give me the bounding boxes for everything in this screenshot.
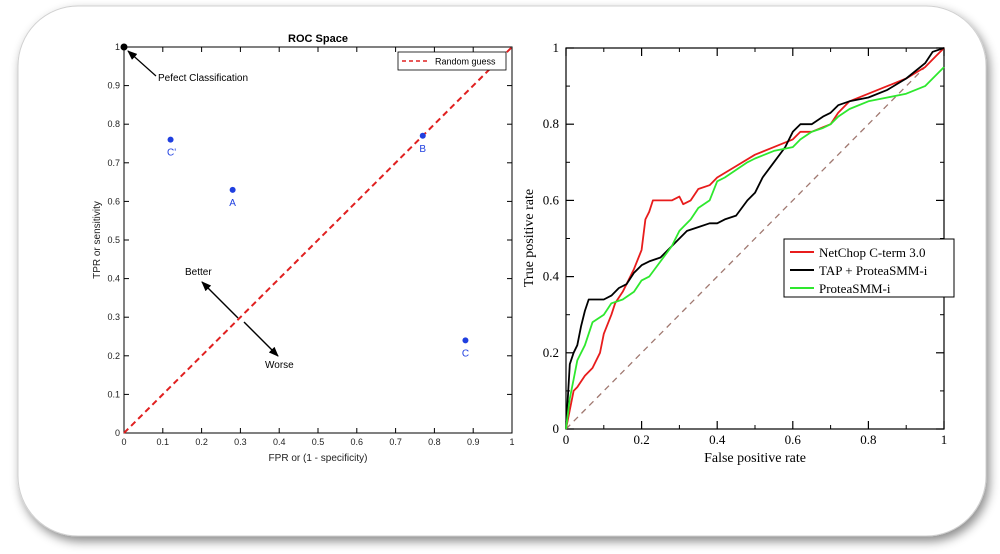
x-tick-label: 0.6: [785, 432, 802, 447]
point-c-prime: [167, 136, 174, 143]
y-tick-label: 0.6: [543, 192, 560, 207]
point-label-a: A: [229, 198, 236, 209]
x-tick-label: 1: [941, 432, 948, 447]
legend-label-netchop-c-term-3-0: NetChop C-term 3.0: [819, 245, 926, 260]
y-tick-label: 0.4: [107, 274, 120, 284]
axis-ticks: 0 0.2 0.4 0.6 0.8 1 0 0.2 0.4 0.6 0.8 1: [543, 40, 948, 447]
y-tick-label: 0.2: [543, 345, 559, 360]
x-tick-label: 0.2: [195, 437, 208, 447]
y-tick-label: 1: [553, 40, 560, 55]
point-label-b: B: [419, 144, 426, 155]
perfect-classification-arrow: [127, 50, 157, 77]
better-label: Better: [185, 267, 212, 278]
x-tick-label: 1: [509, 437, 514, 447]
x-tick-label: 0.9: [467, 437, 480, 447]
point-c: [462, 337, 469, 344]
roc-curves-chart: 0 0.2 0.4 0.6 0.8 1 0 0.2 0.4 0.6 0.8 1 NetChop C-t…: [522, 40, 955, 466]
x-axis-label: FPR or (1 - specificity): [269, 453, 368, 464]
series-line-tap-proteasmm-i: [565, 47, 945, 430]
chart-title: ROC Space: [288, 33, 348, 45]
legend-label-random-guess: Random guess: [435, 57, 496, 67]
worse-arrow: [243, 321, 279, 357]
roc-points: A B C C': [167, 132, 469, 359]
axis-ticks: 0 0.1 0.2 0.3 0.4 0.5 0.6 0.7 0.8 0.9 1 0 0.1 0.2 0.3 0…: [107, 42, 514, 447]
series-line-netchop-c-term-3-0: [565, 47, 945, 430]
x-axis-label: False positive rate: [704, 451, 806, 466]
series-line-proteasmm-i: [565, 66, 945, 430]
perfect-classification-point: [120, 43, 128, 51]
better-arrow: [201, 281, 239, 319]
y-axis-label: TPR or sensitivity: [92, 201, 103, 279]
worse-label: Worse: [265, 360, 294, 371]
x-tick-label: 0.8: [860, 432, 876, 447]
x-tick-label: 0.4: [273, 437, 286, 447]
roc-series: [565, 47, 945, 430]
chance-diagonal: [565, 47, 945, 430]
x-tick-label: 0.5: [312, 437, 325, 447]
point-label-c-prime: C': [167, 148, 176, 159]
x-tick-label: 0.6: [351, 437, 364, 447]
x-tick-label: 0.3: [234, 437, 247, 447]
x-tick-label: 0.7: [389, 437, 402, 447]
y-tick-label: 0.8: [107, 119, 120, 129]
legend: Random guess: [397, 51, 507, 71]
legend-label-proteasmm-i: ProteaSMM-i: [819, 281, 891, 296]
point-label-c: C: [462, 348, 469, 359]
x-tick-label: 0: [563, 432, 570, 447]
roc-space-chart: ROC Space 0 0.1 0.2 0.3 0.4 0.5 0.6 0.7 0.8 0.9 10…: [92, 33, 515, 464]
x-tick-label: 0.1: [157, 437, 170, 447]
legend-label-tap-proteasmm-i: TAP + ProteaSMM-i: [819, 263, 928, 278]
x-tick-label: 0.8: [428, 437, 441, 447]
y-tick-label: 0.4: [543, 269, 560, 284]
y-tick-label: 0.7: [107, 158, 120, 168]
legend: NetChop C-term 3.0 TAP + ProteaSMM-i Prote…: [783, 238, 955, 298]
point-b: [419, 132, 426, 139]
y-tick-label: 0: [553, 421, 560, 436]
x-tick-label: 0.2: [633, 432, 649, 447]
y-tick-label: 0.3: [107, 312, 120, 322]
x-tick-label: 0.4: [709, 432, 726, 447]
perfect-classification-label: Pefect Classification: [158, 73, 248, 84]
random-guess-line: [123, 46, 513, 434]
y-axis-label: True positive rate: [522, 189, 537, 287]
point-a: [229, 186, 236, 193]
y-tick-label: 0.1: [107, 389, 120, 399]
y-tick-label: 1: [115, 42, 120, 52]
y-tick-label: 0.8: [543, 116, 559, 131]
legend-entries: NetChop C-term 3.0 TAP + ProteaSMM-i Prote…: [790, 245, 928, 296]
y-tick-label: 0.6: [107, 196, 120, 206]
y-tick-label: 0.5: [107, 235, 120, 245]
y-tick-label: 0.9: [107, 81, 120, 91]
y-tick-label: 0.2: [107, 351, 120, 361]
legend-box: [397, 51, 507, 71]
y-tick-label: 0: [115, 428, 120, 438]
x-tick-label: 0: [121, 437, 126, 447]
